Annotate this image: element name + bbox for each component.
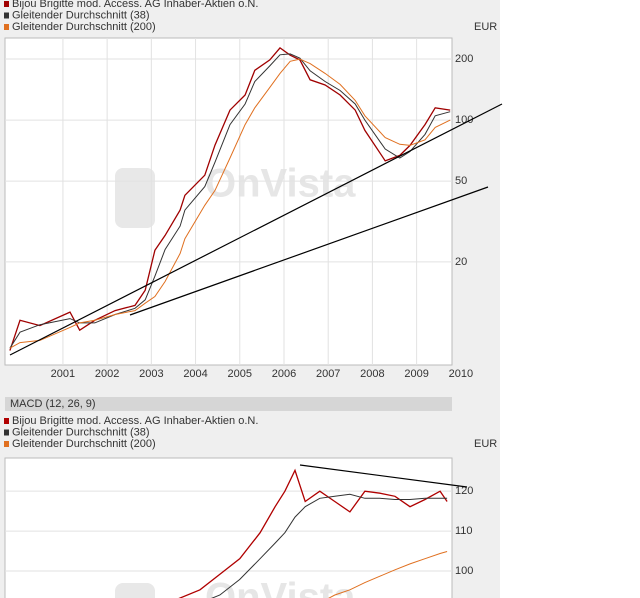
x-tick-label: 2007 — [316, 368, 340, 380]
x-tick-label: 2001 — [51, 368, 75, 380]
x-tick-label: 2006 — [272, 368, 296, 380]
legend-label: Gleitender Durchschnitt (38) — [12, 426, 150, 438]
watermark-logo — [115, 168, 155, 228]
y-tick-label: 100 — [455, 565, 473, 577]
y-tick-label: 120 — [455, 485, 473, 497]
legend-label: Bijou Brigitte mod. Access. AG Inhaber-A… — [12, 0, 258, 10]
y-tick-label: 200 — [455, 53, 473, 65]
chart-layer: OnVista Bijou Brigitte mod. Access. AG In… — [4, 0, 497, 598]
series-line — [211, 493, 448, 598]
series-line — [9, 53, 451, 349]
x-tick-label: 2009 — [404, 368, 428, 380]
indicator-title: MACD (12, 26, 9) — [10, 398, 96, 410]
x-tick-label: 2003 — [139, 368, 163, 380]
indicator-header — [5, 397, 452, 411]
legend-swatch — [4, 12, 9, 19]
watermark: OnVista — [205, 162, 356, 206]
unit-label: EUR — [474, 438, 497, 450]
x-tick-label: 2005 — [228, 368, 252, 380]
y-tick-label: 110 — [455, 525, 473, 537]
x-tick-label: 2010 — [449, 368, 473, 380]
legend-swatch — [4, 418, 9, 424]
legend-label: Gleitender Durchschnitt (200) — [12, 21, 156, 33]
legend-label: Bijou Brigitte mod. Access. AG Inhaber-A… — [12, 415, 258, 427]
watermark: OnVista — [205, 576, 356, 598]
series-line — [9, 47, 451, 351]
legend-swatch — [4, 441, 9, 447]
plot-area — [4, 457, 453, 598]
y-tick-label: 100 — [455, 114, 473, 126]
unit-label: EUR — [474, 21, 497, 33]
trend-line — [9, 103, 503, 356]
x-tick-label: 2002 — [95, 368, 119, 380]
legend-swatch — [4, 429, 9, 436]
watermark-logo — [115, 583, 155, 598]
trend-line — [129, 186, 489, 316]
series-line — [328, 551, 448, 598]
x-tick-label: 2004 — [183, 368, 207, 380]
legend-swatch — [4, 24, 9, 30]
legend-swatch — [4, 1, 9, 7]
legend-label: Gleitender Durchschnitt (200) — [12, 438, 156, 450]
series-line — [9, 58, 451, 349]
y-tick-label: 20 — [455, 256, 467, 268]
legend-label: Gleitender Durchschnitt (38) — [12, 9, 150, 21]
y-tick-label: 50 — [455, 175, 467, 187]
trend-line — [299, 464, 468, 488]
series-line — [178, 468, 448, 598]
x-tick-label: 2008 — [360, 368, 384, 380]
plot-area — [4, 37, 453, 366]
